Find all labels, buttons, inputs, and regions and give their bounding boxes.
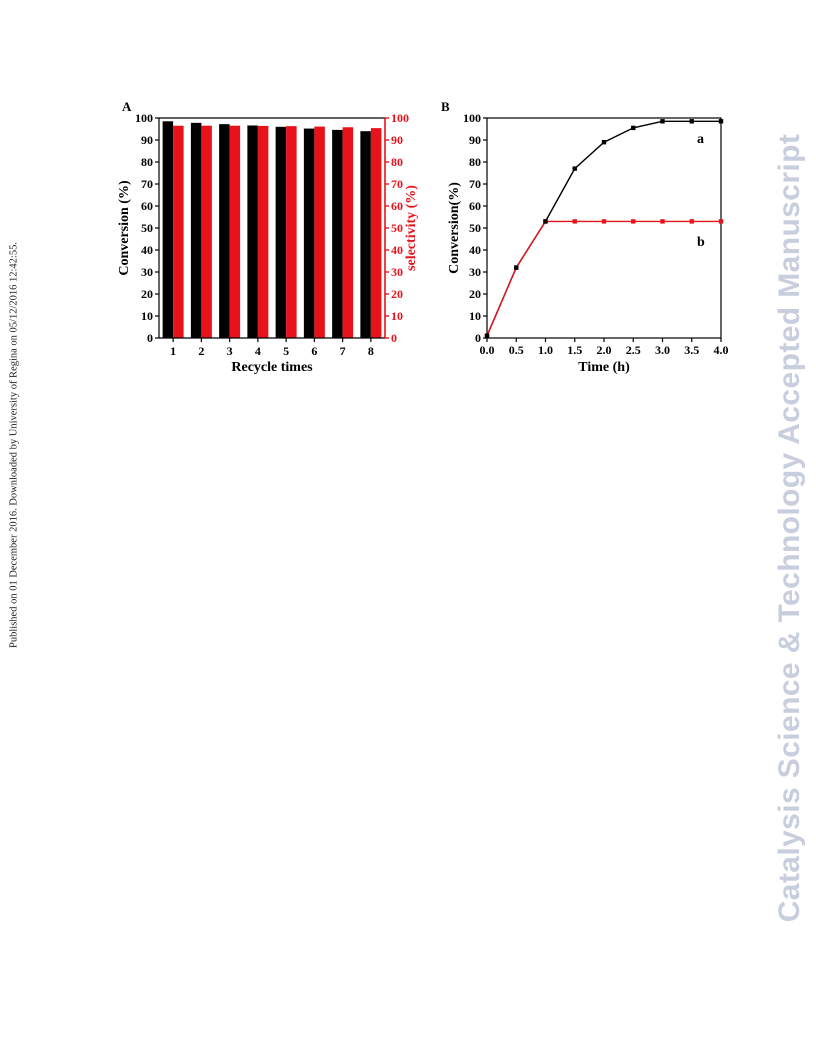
y-tick-label-left: 70	[141, 177, 153, 191]
y-tick-label: 90	[469, 133, 481, 147]
y-tick-label-left: 10	[141, 309, 153, 323]
series-line-a	[486, 120, 721, 337]
x-tick-label: 7	[340, 344, 346, 358]
bar-selectivity-8	[370, 128, 382, 338]
bar-selectivity-4	[257, 125, 269, 338]
data-point-a	[660, 119, 665, 124]
bar-selectivity-3	[229, 125, 241, 338]
x-tick-label: 0.5	[509, 343, 524, 357]
y-tick-label-right: 60	[391, 199, 403, 213]
x-tick-label: 2.0	[597, 343, 612, 357]
y-tick-label: 50	[469, 221, 481, 235]
y-tick-label: 40	[469, 243, 481, 257]
y-tick-label-right: 30	[391, 265, 403, 279]
y-tick-label-left: 80	[141, 155, 153, 169]
y-tick-label-right: 0	[391, 331, 397, 345]
y-tick-label-right: 90	[391, 133, 403, 147]
bar-selectivity-2	[201, 125, 212, 338]
bar-selectivity-6	[314, 126, 325, 338]
x-tick-label: 4.0	[714, 343, 729, 357]
y-tick-label-left: 100	[135, 111, 153, 125]
data-point-a	[631, 125, 636, 131]
bar-conversion-7	[332, 129, 343, 338]
y-tick-label-right: 20	[391, 287, 403, 301]
data-point-b	[718, 219, 724, 224]
x-tick-label: 3	[227, 344, 233, 358]
x-tick-label: 3.5	[684, 343, 699, 357]
y-axis-label-left: Conversion (%)	[117, 180, 132, 276]
y-tick-label: 0	[475, 331, 481, 345]
bar-selectivity-7	[342, 127, 354, 338]
bar-conversion-6	[303, 128, 315, 338]
bar-selectivity-1	[173, 125, 184, 338]
y-tick-label-left: 0	[147, 331, 153, 345]
data-point-a	[543, 219, 548, 224]
y-tick-label-left: 20	[141, 287, 153, 301]
y-tick-label: 80	[469, 155, 481, 169]
y-tick-label-left: 30	[141, 265, 153, 279]
x-tick-label: 1.5	[567, 343, 582, 357]
x-tick-label: 1.0	[538, 343, 553, 357]
y-tick-label-right: 80	[391, 155, 403, 169]
y-tick-label: 60	[469, 199, 481, 213]
chart-b-conversion-time: 0 10 20 30 40 50 60 70 80 90 100 0.0 0.5 1.0 1.5 2.0 2.5…	[441, 99, 729, 375]
y-tick-label-right: 100	[391, 111, 409, 125]
x-tick-label: 8	[368, 344, 374, 358]
x-axis-label: Recycle times	[231, 360, 313, 375]
y-tick-label-left: 60	[141, 199, 153, 213]
data-point-b	[601, 219, 607, 224]
y-tick-label-left: 40	[141, 243, 153, 257]
bar-conversion-3	[219, 124, 230, 338]
bar-conversion-4	[247, 125, 258, 338]
journal-watermark-text: Catalysis Science & Technology Accepted …	[773, 133, 806, 922]
bar-conversion-5	[275, 126, 287, 338]
data-point-a	[689, 119, 694, 124]
data-point-b	[660, 219, 665, 224]
series-line-b	[486, 220, 721, 337]
bar-conversion-8	[360, 131, 371, 338]
y-tick-label: 100	[463, 111, 481, 125]
data-point-a	[484, 333, 490, 338]
y-tick-label: 30	[469, 265, 481, 279]
series-label-a: a	[697, 132, 704, 147]
publication-side-note-text: Published on 01 December 2016. Downloade…	[8, 242, 20, 648]
x-axis-label: Time (h)	[578, 360, 630, 375]
journal-watermark: Catalysis Science & Technology Accepted …	[768, 130, 812, 925]
data-point-a	[514, 265, 519, 270]
x-tick-label: 4	[255, 344, 261, 358]
x-tick-label: 2	[198, 344, 204, 358]
bar-selectivity-5	[286, 126, 297, 338]
data-point-b	[572, 219, 577, 224]
y-tick-label-right: 40	[391, 243, 403, 257]
x-tick-label: 2.5	[626, 343, 641, 357]
bar-conversion-1	[162, 121, 174, 338]
data-point-a	[572, 166, 577, 171]
y-tick-label: 10	[469, 309, 481, 323]
y-tick-label: 20	[469, 287, 481, 301]
y-axis-label-right: selectivity (%)	[404, 185, 419, 271]
panel-label-a: A	[122, 99, 132, 114]
x-tick-label: 0.0	[480, 343, 495, 357]
x-tick-label: 6	[311, 344, 317, 358]
bar-conversion-2	[190, 122, 202, 338]
publication-side-note: Published on 01 December 2016. Downloade…	[4, 235, 24, 655]
data-point-b	[689, 219, 694, 224]
data-point-a	[718, 119, 724, 124]
plot-frame	[486, 117, 722, 339]
panel-label-b: B	[441, 99, 450, 114]
y-tick-label: 70	[469, 177, 481, 191]
x-tick-label: 5	[283, 344, 289, 358]
y-tick-label-left: 50	[141, 221, 153, 235]
x-tick-label: 1	[170, 344, 176, 358]
y-tick-label-right: 10	[391, 309, 403, 323]
series-label-b: b	[697, 235, 705, 250]
data-point-a	[601, 140, 607, 145]
y-tick-label-right: 70	[391, 177, 403, 191]
x-tick-label: 3.0	[655, 343, 670, 357]
y-tick-label-left: 90	[141, 133, 153, 147]
data-point-b	[631, 219, 636, 224]
y-axis-label: Conversion(%)	[447, 182, 462, 274]
y-tick-label-right: 50	[391, 221, 403, 235]
